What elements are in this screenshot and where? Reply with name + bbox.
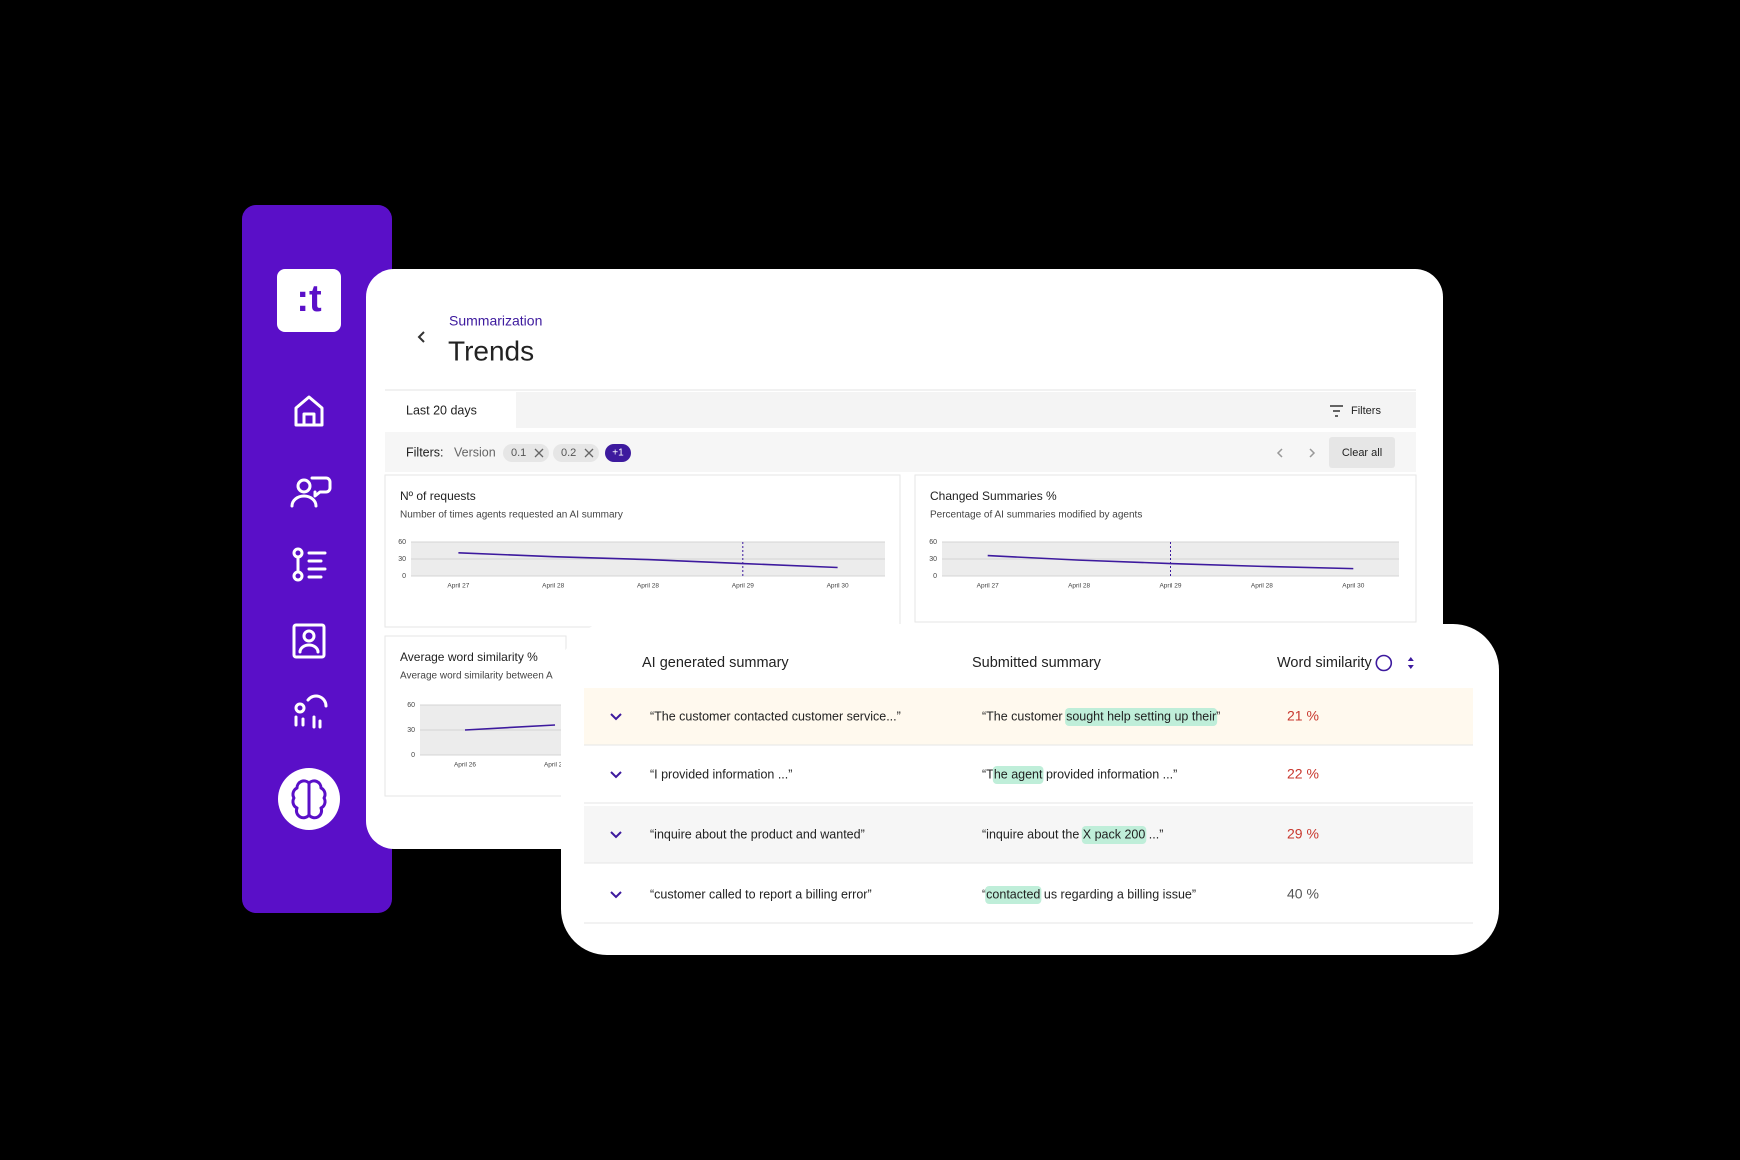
y-tick-label: 0 <box>402 573 406 580</box>
x-tick-label: April 28 <box>542 583 564 590</box>
highlight <box>992 766 1044 784</box>
filter-icon <box>1330 405 1343 417</box>
x-tick-label: April 29 <box>732 583 754 590</box>
y-tick-label: 60 <box>929 539 937 546</box>
back-button[interactable] <box>417 331 425 343</box>
breadcrumb[interactable]: Summarization <box>449 313 542 329</box>
page-title: Trends <box>448 335 534 366</box>
x-tick-label: April 27 <box>447 583 469 590</box>
column-header: Word similarity <box>1277 655 1373 671</box>
submitted-segment: “ <box>982 887 986 901</box>
nav-contacts[interactable] <box>292 623 326 659</box>
chart-title: Changed Summaries % <box>930 489 1057 503</box>
submitted-segment: “T <box>982 767 994 781</box>
highlight <box>985 886 1042 904</box>
word-similarity: 21 % <box>1287 708 1319 724</box>
y-tick-label: 60 <box>407 702 415 709</box>
ai-summary: “customer called to report a billing err… <box>650 887 872 901</box>
submitted-segment: sought help setting up their <box>1066 709 1216 723</box>
table: AI generated summary Submitted summary Wor… <box>584 654 1473 924</box>
nav-list[interactable] <box>292 547 327 582</box>
chip-label: 0.2 <box>561 447 576 459</box>
chip-label: 0.1 <box>511 447 526 459</box>
x-tick-label: April 28 <box>637 583 659 590</box>
ai-icon <box>291 779 327 820</box>
table-row <box>584 806 1473 863</box>
tab-bar <box>516 392 1416 428</box>
submitted-segment: X pack 200 <box>1083 827 1146 841</box>
submitted-segment: “The customer <box>982 709 1066 723</box>
ai-summary: “inquire about the product and wanted” <box>650 827 865 841</box>
x-tick-label: April 28 <box>1251 583 1273 590</box>
nav-insights[interactable] <box>294 694 328 729</box>
info-icon[interactable] <box>1375 654 1393 672</box>
table-row <box>584 688 1473 745</box>
sort-icon[interactable] <box>1407 657 1414 669</box>
chart-title: Nº of requests <box>400 489 476 503</box>
nav-home[interactable] <box>294 395 324 427</box>
clear-label: Clear all <box>1342 447 1382 459</box>
period-tab[interactable]: Last 20 days <box>406 403 477 417</box>
y-tick-label: 0 <box>411 752 415 759</box>
y-tick-label: 30 <box>407 727 415 734</box>
chart-title: Average word similarity % <box>400 650 538 664</box>
ai-summary: “The customer contacted customer service… <box>650 709 901 723</box>
word-similarity: 22 % <box>1287 766 1319 782</box>
chip-remove[interactable] <box>584 448 594 458</box>
submitted-segment: “inquire about the <box>982 827 1083 841</box>
y-tick-label: 30 <box>929 556 937 563</box>
column-header: AI generated summary <box>642 655 789 671</box>
y-tick-label: 60 <box>398 539 406 546</box>
logo: :t <box>296 278 322 320</box>
highlight <box>1065 708 1218 726</box>
x-tick-label: April 29 <box>1159 583 1181 590</box>
column-header: Submitted summary <box>972 655 1102 671</box>
chips: 0.1 0.2 +1 <box>503 444 631 462</box>
filters-label: Filters: <box>406 445 444 459</box>
expand-chevron[interactable] <box>610 713 622 721</box>
clear-button[interactable] <box>1329 437 1395 468</box>
chart-subtitle: Average word similarity between A <box>400 671 553 682</box>
chip-more-label: +1 <box>612 448 624 459</box>
filter-field: Version <box>454 445 496 459</box>
submitted-segment: ...” <box>1145 827 1163 841</box>
nav-agents[interactable] <box>290 476 332 508</box>
trend-line <box>987 554 1354 570</box>
logo-box[interactable] <box>277 269 341 332</box>
chip-more[interactable] <box>605 444 631 462</box>
charts: Nº of requests Number of times agents req… <box>384 474 1417 797</box>
x-tick-label: April 26 <box>544 762 566 769</box>
filters-button[interactable]: Filters <box>1351 405 1381 417</box>
x-tick-label: April 28 <box>1068 583 1090 590</box>
x-tick-label: April 30 <box>1342 583 1364 590</box>
x-tick-label: April 30 <box>827 583 849 590</box>
y-tick-label: 30 <box>398 556 406 563</box>
submitted-segment: us regarding a billing issue” <box>1040 887 1196 901</box>
word-similarity: 29 % <box>1287 826 1319 842</box>
ai-summary: “I provided information ...” <box>650 767 792 781</box>
chip[interactable] <box>503 444 549 462</box>
trend-line <box>458 551 838 569</box>
trend-line <box>464 724 556 731</box>
expand-chevron[interactable] <box>610 891 622 899</box>
y-tick-label: 0 <box>933 573 937 580</box>
highlight <box>1081 826 1147 844</box>
pager[interactable] <box>1276 448 1316 458</box>
x-tick-label: April 27 <box>977 583 999 590</box>
chip[interactable] <box>553 444 599 462</box>
submitted-segment: ” <box>1216 709 1220 723</box>
expand-chevron[interactable] <box>610 831 622 839</box>
submitted-segment: contacted <box>986 887 1040 901</box>
submitted-segment: he agent <box>994 767 1043 781</box>
submitted-segment: provided information ...” <box>1042 767 1177 781</box>
word-similarity: 40 % <box>1287 886 1319 902</box>
sidebar <box>242 205 392 913</box>
chip-remove[interactable] <box>534 448 544 458</box>
chart-subtitle: Number of times agents requested an AI s… <box>400 510 623 521</box>
x-tick-label: April 26 <box>454 762 476 769</box>
expand-chevron[interactable] <box>610 771 622 779</box>
chart-subtitle: Percentage of AI summaries modified by a… <box>930 510 1142 521</box>
